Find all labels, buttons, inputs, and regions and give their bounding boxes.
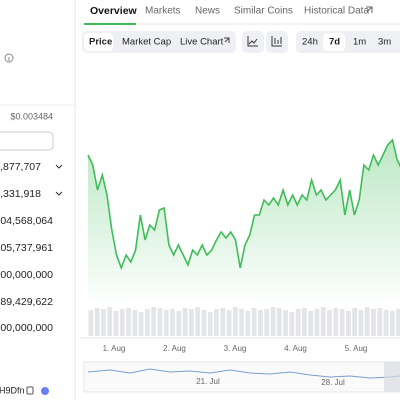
input-box[interactable] (0, 131, 54, 151)
volume-bar (94, 308, 100, 336)
volume-bar (101, 309, 106, 336)
tab[interactable]: Similar Coins (234, 6, 293, 17)
volume-bar (396, 309, 400, 336)
volume-bar (308, 311, 314, 336)
volume-bar (339, 309, 345, 336)
chart-tab[interactable]: Live Chart (180, 37, 224, 48)
range[interactable]: 24h (302, 37, 318, 48)
volume-bar (264, 309, 270, 336)
volume-bar (377, 308, 383, 336)
chart-tab-group (82, 31, 236, 53)
tab[interactable]: Markets (145, 6, 181, 17)
volume-bar (145, 309, 150, 336)
volume-bar (207, 312, 213, 336)
volume-bar (214, 309, 219, 336)
volume-bar (295, 309, 301, 336)
volume-bar (270, 307, 276, 336)
x-tick-label: 2. Aug (163, 344, 186, 353)
tab[interactable]: Overview (90, 5, 138, 17)
volume-bar (170, 309, 175, 336)
volume-bar (251, 308, 257, 336)
volume-bar (352, 308, 358, 336)
area-fill (88, 140, 400, 300)
volume-bar (276, 308, 282, 336)
volume-bar (132, 310, 138, 336)
volume-bar (333, 308, 339, 336)
stat-value: 000,000,000 (0, 269, 53, 281)
external-icon (366, 6, 373, 13)
active-chart-tab (84, 33, 113, 51)
volume-bar (88, 310, 94, 336)
volume-bar (383, 310, 389, 336)
range-group (296, 31, 400, 53)
stat-value: 304,568,064 (0, 215, 53, 227)
volume-bar (113, 311, 119, 336)
navigator-selection[interactable] (384, 362, 400, 392)
volume-bar (188, 309, 194, 336)
volume-bar (327, 310, 332, 336)
volume-bar (389, 311, 395, 336)
volume-bar (138, 312, 144, 336)
navigator-label: 28. Jul (321, 378, 345, 387)
volume-bar (371, 309, 376, 336)
volume-bar (289, 312, 295, 336)
volume-bar (302, 308, 307, 336)
tab[interactable]: News (195, 6, 220, 17)
copy-icon[interactable] (26, 386, 34, 395)
volume-bar (245, 311, 251, 336)
volume-bar (314, 309, 320, 336)
volume-bar (182, 308, 188, 336)
stat-value: $205,737,961 (0, 242, 53, 254)
x-tick-label: 1. Aug (103, 344, 126, 353)
candle-chart-button[interactable] (266, 31, 288, 53)
stat-value: 000,000,000 (0, 322, 53, 334)
x-tick-label: 5. Aug (345, 344, 368, 353)
price-btc: $0.003484 (10, 111, 53, 121)
chart-tab[interactable]: Market Cap (122, 37, 171, 48)
address: H9Dfn (0, 385, 25, 395)
volume-bar (283, 310, 288, 336)
navigator-line (87, 368, 400, 379)
volume-bar (358, 310, 364, 336)
volume-bar (239, 309, 244, 336)
external-icon (224, 37, 230, 43)
navigator[interactable] (83, 361, 400, 393)
link-icon[interactable] (41, 387, 49, 395)
chevron[interactable] (55, 191, 63, 196)
price-line (87, 138, 400, 271)
info-icon (4, 53, 14, 63)
volume-bar (107, 307, 113, 336)
x-tick-label: 4. Aug (284, 344, 307, 353)
volume-bar (119, 309, 125, 336)
x-tick-label: 3. Aug (224, 344, 247, 353)
volume-bar (345, 311, 351, 336)
chart-tab[interactable]: Price (89, 37, 112, 48)
range[interactable]: 1m (353, 37, 366, 48)
volume-bar (176, 311, 182, 336)
volume-bar (232, 307, 238, 336)
candle-icon (271, 36, 282, 47)
active-range (323, 33, 345, 51)
range[interactable]: 7d (329, 37, 340, 48)
tab[interactable]: Historical Data (304, 6, 369, 17)
navigator-label: 21. Jul (196, 377, 220, 386)
volume-bar (195, 307, 201, 336)
volume-bar (258, 310, 263, 336)
chevron[interactable] (55, 164, 63, 169)
line-icon (247, 36, 258, 47)
range[interactable]: 3m (378, 37, 391, 48)
volume-bar (220, 308, 226, 336)
stat-value: 82,331,918 (0, 188, 41, 200)
volume-bar (126, 308, 131, 336)
volume-bar (364, 307, 370, 336)
stat-value: 989,429,622 (0, 296, 53, 308)
volume-bar (163, 310, 169, 336)
volume-bar (320, 307, 326, 336)
volume-bar (157, 308, 163, 336)
volume-bar (226, 310, 232, 336)
stat-value: 54,877,707 (0, 161, 41, 173)
volume-bar (201, 310, 207, 336)
volume-bar (151, 307, 157, 336)
